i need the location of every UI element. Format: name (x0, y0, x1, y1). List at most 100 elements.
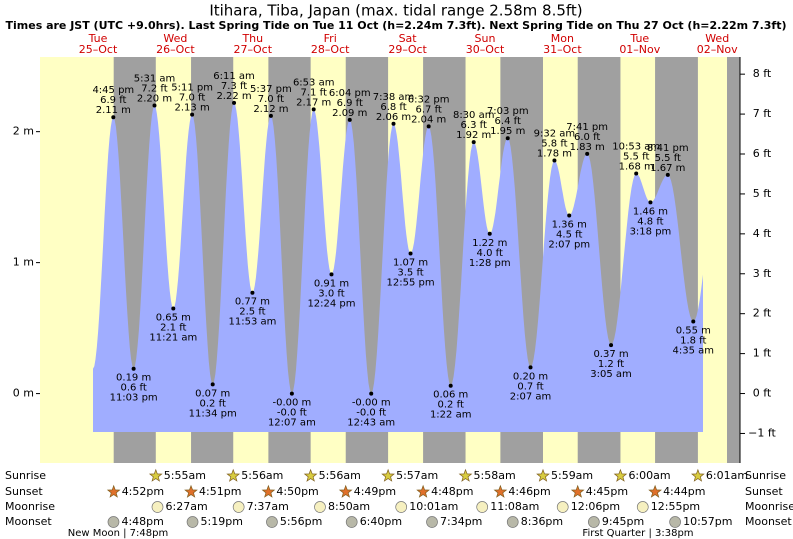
tide-label: 4:35 am (673, 346, 715, 357)
tide-label: 5.5 ft (623, 152, 649, 163)
tide-label: 6.3 ft (461, 120, 487, 131)
tide-label: 0.06 m (433, 390, 468, 401)
event-time: 5:56pm (280, 515, 322, 528)
tide-label: 4.8 ft (637, 216, 663, 227)
moonrise-icon (151, 501, 164, 513)
date: 26–Oct (156, 43, 195, 56)
subtitle: Times are JST (UTC +9.0hrs). Last Spring… (6, 19, 787, 32)
title: Itihara, Tiba, Japan (max. tidal range 2… (209, 2, 582, 20)
tide-label: 7.1 ft (301, 87, 327, 98)
event-time: 9:45pm (602, 515, 644, 528)
event-time: 12:55pm (651, 500, 700, 513)
moonset-icon (506, 516, 519, 528)
y-tick-label: 2 m (13, 125, 34, 138)
moonrise-icon (314, 501, 326, 513)
row-label: Moonset (5, 515, 52, 528)
tide-label: -0.0 ft (277, 408, 307, 419)
event-time: 4:48pm (121, 515, 163, 528)
tide-label: 1.46 m (633, 206, 668, 217)
tide-label: 6:04 pm (329, 88, 371, 99)
tide-label: 7:41 pm (566, 122, 608, 133)
event-time: 8:36pm (521, 515, 563, 528)
event-time: 4:49pm (354, 485, 396, 498)
tide-label: 2.09 m (332, 108, 367, 119)
tide-label: 2:07 pm (548, 239, 590, 250)
tide-label: 7.0 ft (179, 93, 205, 104)
tide-point (505, 136, 510, 141)
tide-label: 2.20 m (137, 93, 172, 104)
weekday: Sat (399, 32, 418, 45)
tide-point (391, 121, 396, 126)
tide-label: 3.0 ft (318, 288, 344, 299)
tide-label: -0.00 m (272, 398, 311, 409)
row-label: Sunset (5, 485, 43, 498)
tide-label: -0.00 m (352, 398, 391, 409)
event-time: 6:01am (706, 469, 748, 482)
tide-layer (93, 102, 703, 432)
row-label: Moonrise (5, 500, 55, 513)
tide-label: 12:24 pm (307, 298, 355, 309)
moon-phase: New Moon | 7:48pm (68, 528, 168, 539)
tide-label: 0.65 m (156, 312, 191, 323)
tide-label: 7.0 ft (258, 94, 284, 105)
tide-label: 6.4 ft (495, 116, 521, 127)
tide-label: 7.3 ft (221, 81, 247, 92)
tide-label: 3:05 am (590, 369, 632, 380)
event-time: 11:08am (490, 500, 539, 513)
tide-point (190, 112, 195, 117)
night-strip (727, 57, 740, 463)
y2-tick-label: 3 ft (753, 267, 772, 280)
tide-label: 1.67 m (650, 163, 685, 174)
moonset-icon (345, 516, 358, 528)
moonset-icon (669, 516, 681, 528)
tide-label: 11:53 am (228, 317, 276, 328)
tide-point (131, 366, 136, 371)
tide-label: 11:03 pm (110, 393, 158, 404)
tide-label: 11:21 am (149, 332, 197, 343)
sunrise-icon (226, 468, 241, 482)
tide-label: 4.5 ft (556, 229, 582, 240)
sunset-icon (493, 484, 508, 498)
date: 29–Oct (388, 43, 427, 56)
tide-label: 6.9 ft (100, 95, 126, 106)
tide-point (210, 382, 215, 387)
event-time: 4:51pm (199, 485, 241, 498)
tide-label: 2.06 m (376, 112, 411, 123)
tide-label: 11:34 pm (189, 408, 237, 419)
tide-label: 5:31 am (134, 73, 176, 84)
sunset-icon (570, 484, 585, 498)
tide-label: 2.1 ft (160, 322, 186, 333)
tide-point (487, 231, 492, 236)
weekday: Sun (475, 32, 496, 45)
tide-label: 2.5 ft (239, 307, 265, 318)
date: 01–Nov (619, 43, 660, 56)
tide-label: 6.0 ft (574, 132, 600, 143)
row-label: Moonrise (745, 500, 793, 513)
weekday: Thu (241, 32, 263, 45)
tide-point (311, 107, 316, 112)
tide-label: 1.95 m (490, 126, 525, 137)
date: 31–Oct (543, 43, 582, 56)
y-tick-label: 1 m (13, 256, 34, 269)
tide-label: 2.12 m (253, 104, 288, 115)
tide-label: 5.5 ft (655, 153, 681, 164)
date: 25–Oct (79, 43, 118, 56)
y-tick-label: 0 m (13, 387, 34, 400)
tide-label: 0.19 m (116, 373, 151, 384)
tide-point (369, 391, 374, 396)
event-time: 4:45pm (586, 485, 628, 498)
event-time: 6:27am (166, 500, 208, 513)
sunrise-icon (691, 468, 705, 482)
tide-label: 1.83 m (570, 142, 605, 153)
event-time: 8:50am (328, 500, 370, 513)
date: 28–Oct (311, 43, 350, 56)
event-time: 4:46pm (508, 485, 550, 498)
moon-phase: First Quarter | 3:38pm (582, 528, 693, 539)
tide-label: 2.04 m (411, 114, 446, 125)
tide-label: 7.2 ft (141, 83, 167, 94)
tide-label: 3:18 pm (630, 226, 672, 237)
weekday: Mon (551, 32, 574, 45)
sunset-icon (261, 484, 276, 498)
tide-label: 1.92 m (456, 130, 491, 141)
sunrise-icon (458, 468, 473, 482)
